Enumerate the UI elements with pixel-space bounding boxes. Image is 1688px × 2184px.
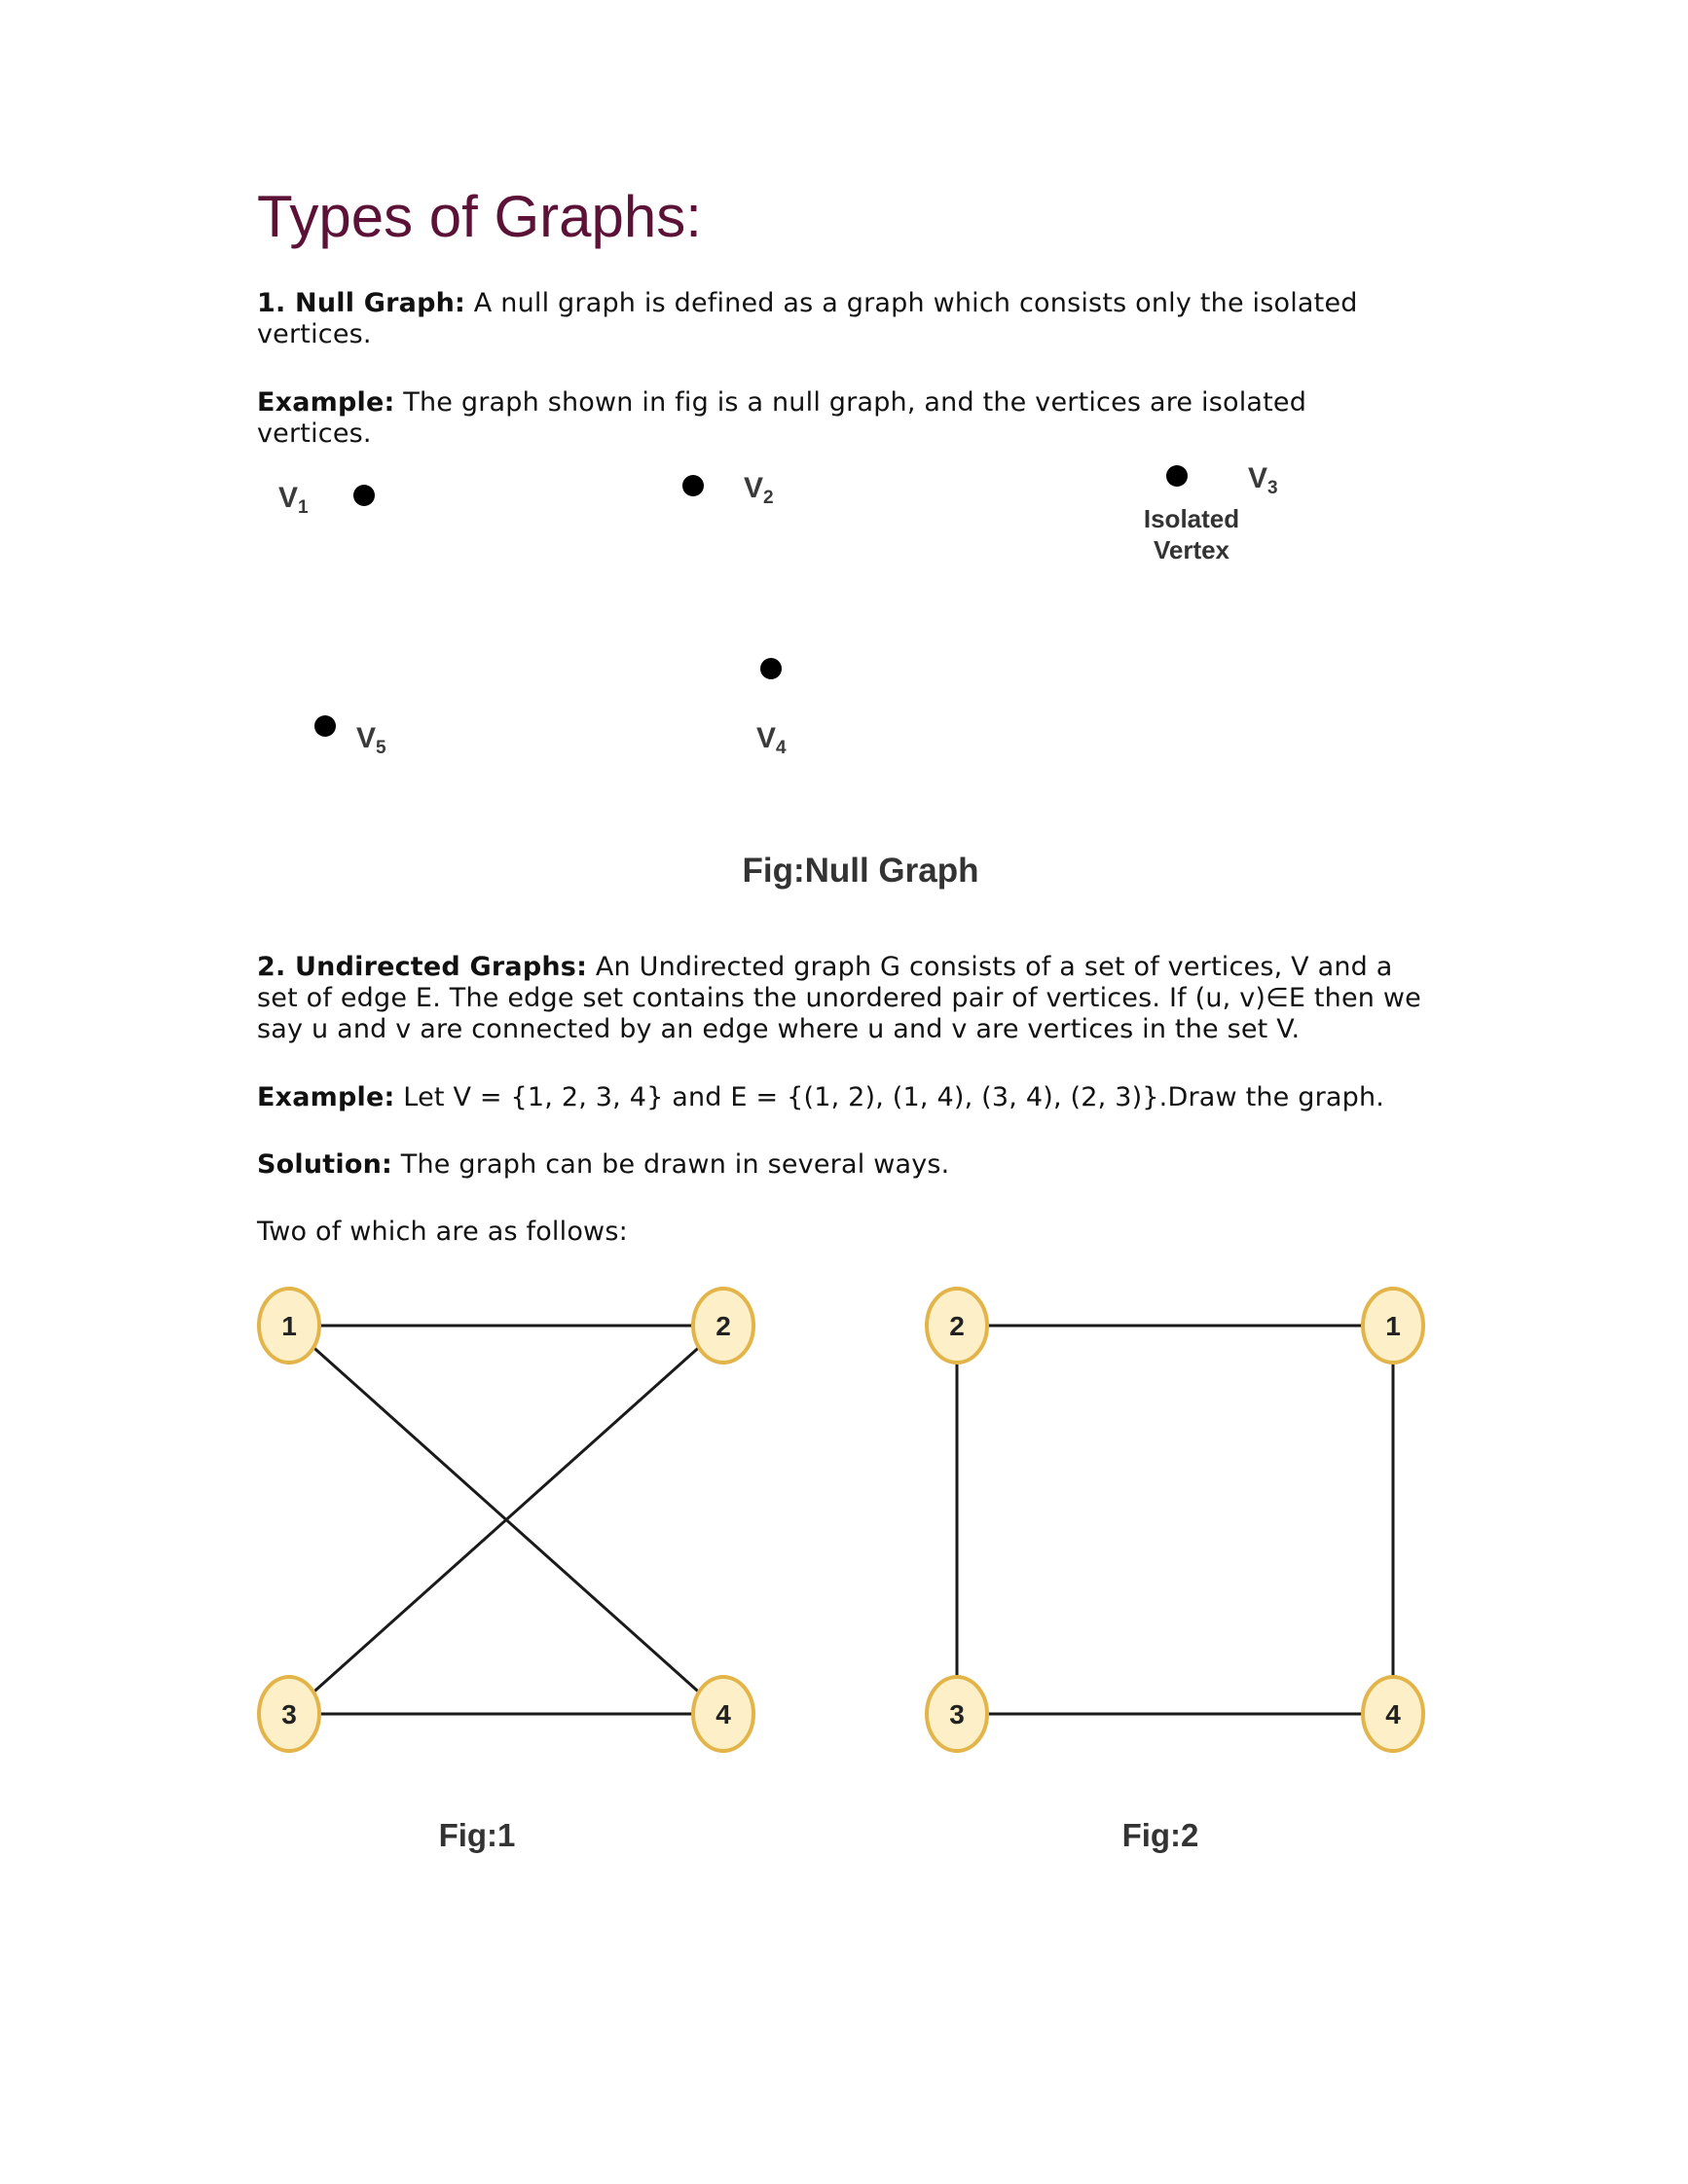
vertex-v3-dot (1166, 465, 1188, 487)
page-title: Types of Graphs: (257, 184, 702, 249)
fig1-caption: Fig:1 (439, 1817, 516, 1853)
svg-text:1: 1 (281, 1311, 297, 1341)
undirected-heading: 2. Undirected Graphs: (257, 952, 588, 982)
svg-text:4: 4 (716, 1699, 731, 1729)
null-graph-example-label: Example: (257, 387, 395, 418)
svg-text:2: 2 (716, 1311, 731, 1341)
svg-text:3: 3 (281, 1699, 297, 1729)
fig2-caption: Fig:2 (1122, 1817, 1199, 1853)
vertex-v2-label: V2 (744, 472, 774, 508)
undirected-definition: 2. Undirected Graphs: An Undirected grap… (257, 952, 1425, 1045)
isolated-annotation-line1: Isolated (1144, 504, 1239, 533)
vertex-v4-dot (760, 658, 782, 679)
vertex-v4-label: V4 (756, 722, 787, 758)
undirected-text: An Undirected graph G consists of a set … (257, 952, 1421, 1044)
fig2-graph: 2 1 3 4 Fig:2 (925, 1287, 1425, 1853)
null-graph-caption: Fig:Null Graph (742, 852, 978, 890)
null-graph-definition: 1. Null Graph: A null graph is defined a… (257, 288, 1425, 350)
undirected-example-label: Example: (257, 1082, 395, 1112)
fig1-node-3: 3 (257, 1675, 321, 1753)
vertex-v5-label: V5 (356, 722, 386, 758)
undirected-example-text: Let V = {1, 2, 3, 4} and E = {(1, 2), (1… (394, 1082, 1385, 1112)
vertex-v1-dot (353, 485, 375, 506)
fig1-graph: 1 2 3 4 Fig:1 (257, 1287, 755, 1853)
svg-text:4: 4 (1385, 1699, 1401, 1729)
vertex-v1-label: V1 (278, 482, 309, 518)
fig1-edge-3-2 (287, 1324, 725, 1716)
null-graph-heading: 1. Null Graph: (257, 288, 466, 318)
fig1-node-1: 1 (257, 1287, 321, 1365)
vertex-v5-dot (314, 715, 336, 737)
null-graph-example: Example: The graph shown in fig is a nul… (257, 387, 1425, 450)
two-of-which: Two of which are as follows: (257, 1217, 628, 1247)
fig1-node-4: 4 (691, 1675, 755, 1753)
undirected-solution-text: The graph can be drawn in several ways. (392, 1149, 950, 1180)
fig2-node-1: 1 (1361, 1287, 1425, 1365)
svg-text:3: 3 (949, 1699, 965, 1729)
undirected-solution: Solution: The graph can be drawn in seve… (257, 1149, 1425, 1181)
fig1-edge-1-4 (287, 1324, 725, 1716)
vertex-v3-label: V3 (1248, 462, 1278, 498)
fig1-node-2: 2 (691, 1287, 755, 1365)
fig2-node-4: 4 (1361, 1675, 1425, 1753)
svg-text:1: 1 (1385, 1311, 1401, 1341)
svg-text:2: 2 (949, 1311, 965, 1341)
null-graph-example-text: The graph shown in fig is a null graph, … (257, 387, 1307, 449)
fig2-node-2: 2 (925, 1287, 989, 1365)
vertex-v2-dot (682, 475, 704, 496)
undirected-solution-label: Solution: (257, 1149, 393, 1180)
undirected-example: Example: Let V = {1, 2, 3, 4} and E = {(… (257, 1082, 1425, 1113)
fig2-node-3: 3 (925, 1675, 989, 1753)
isolated-annotation-line2: Vertex (1154, 535, 1230, 564)
null-graph-text: A null graph is defined as a graph which… (257, 288, 1358, 349)
